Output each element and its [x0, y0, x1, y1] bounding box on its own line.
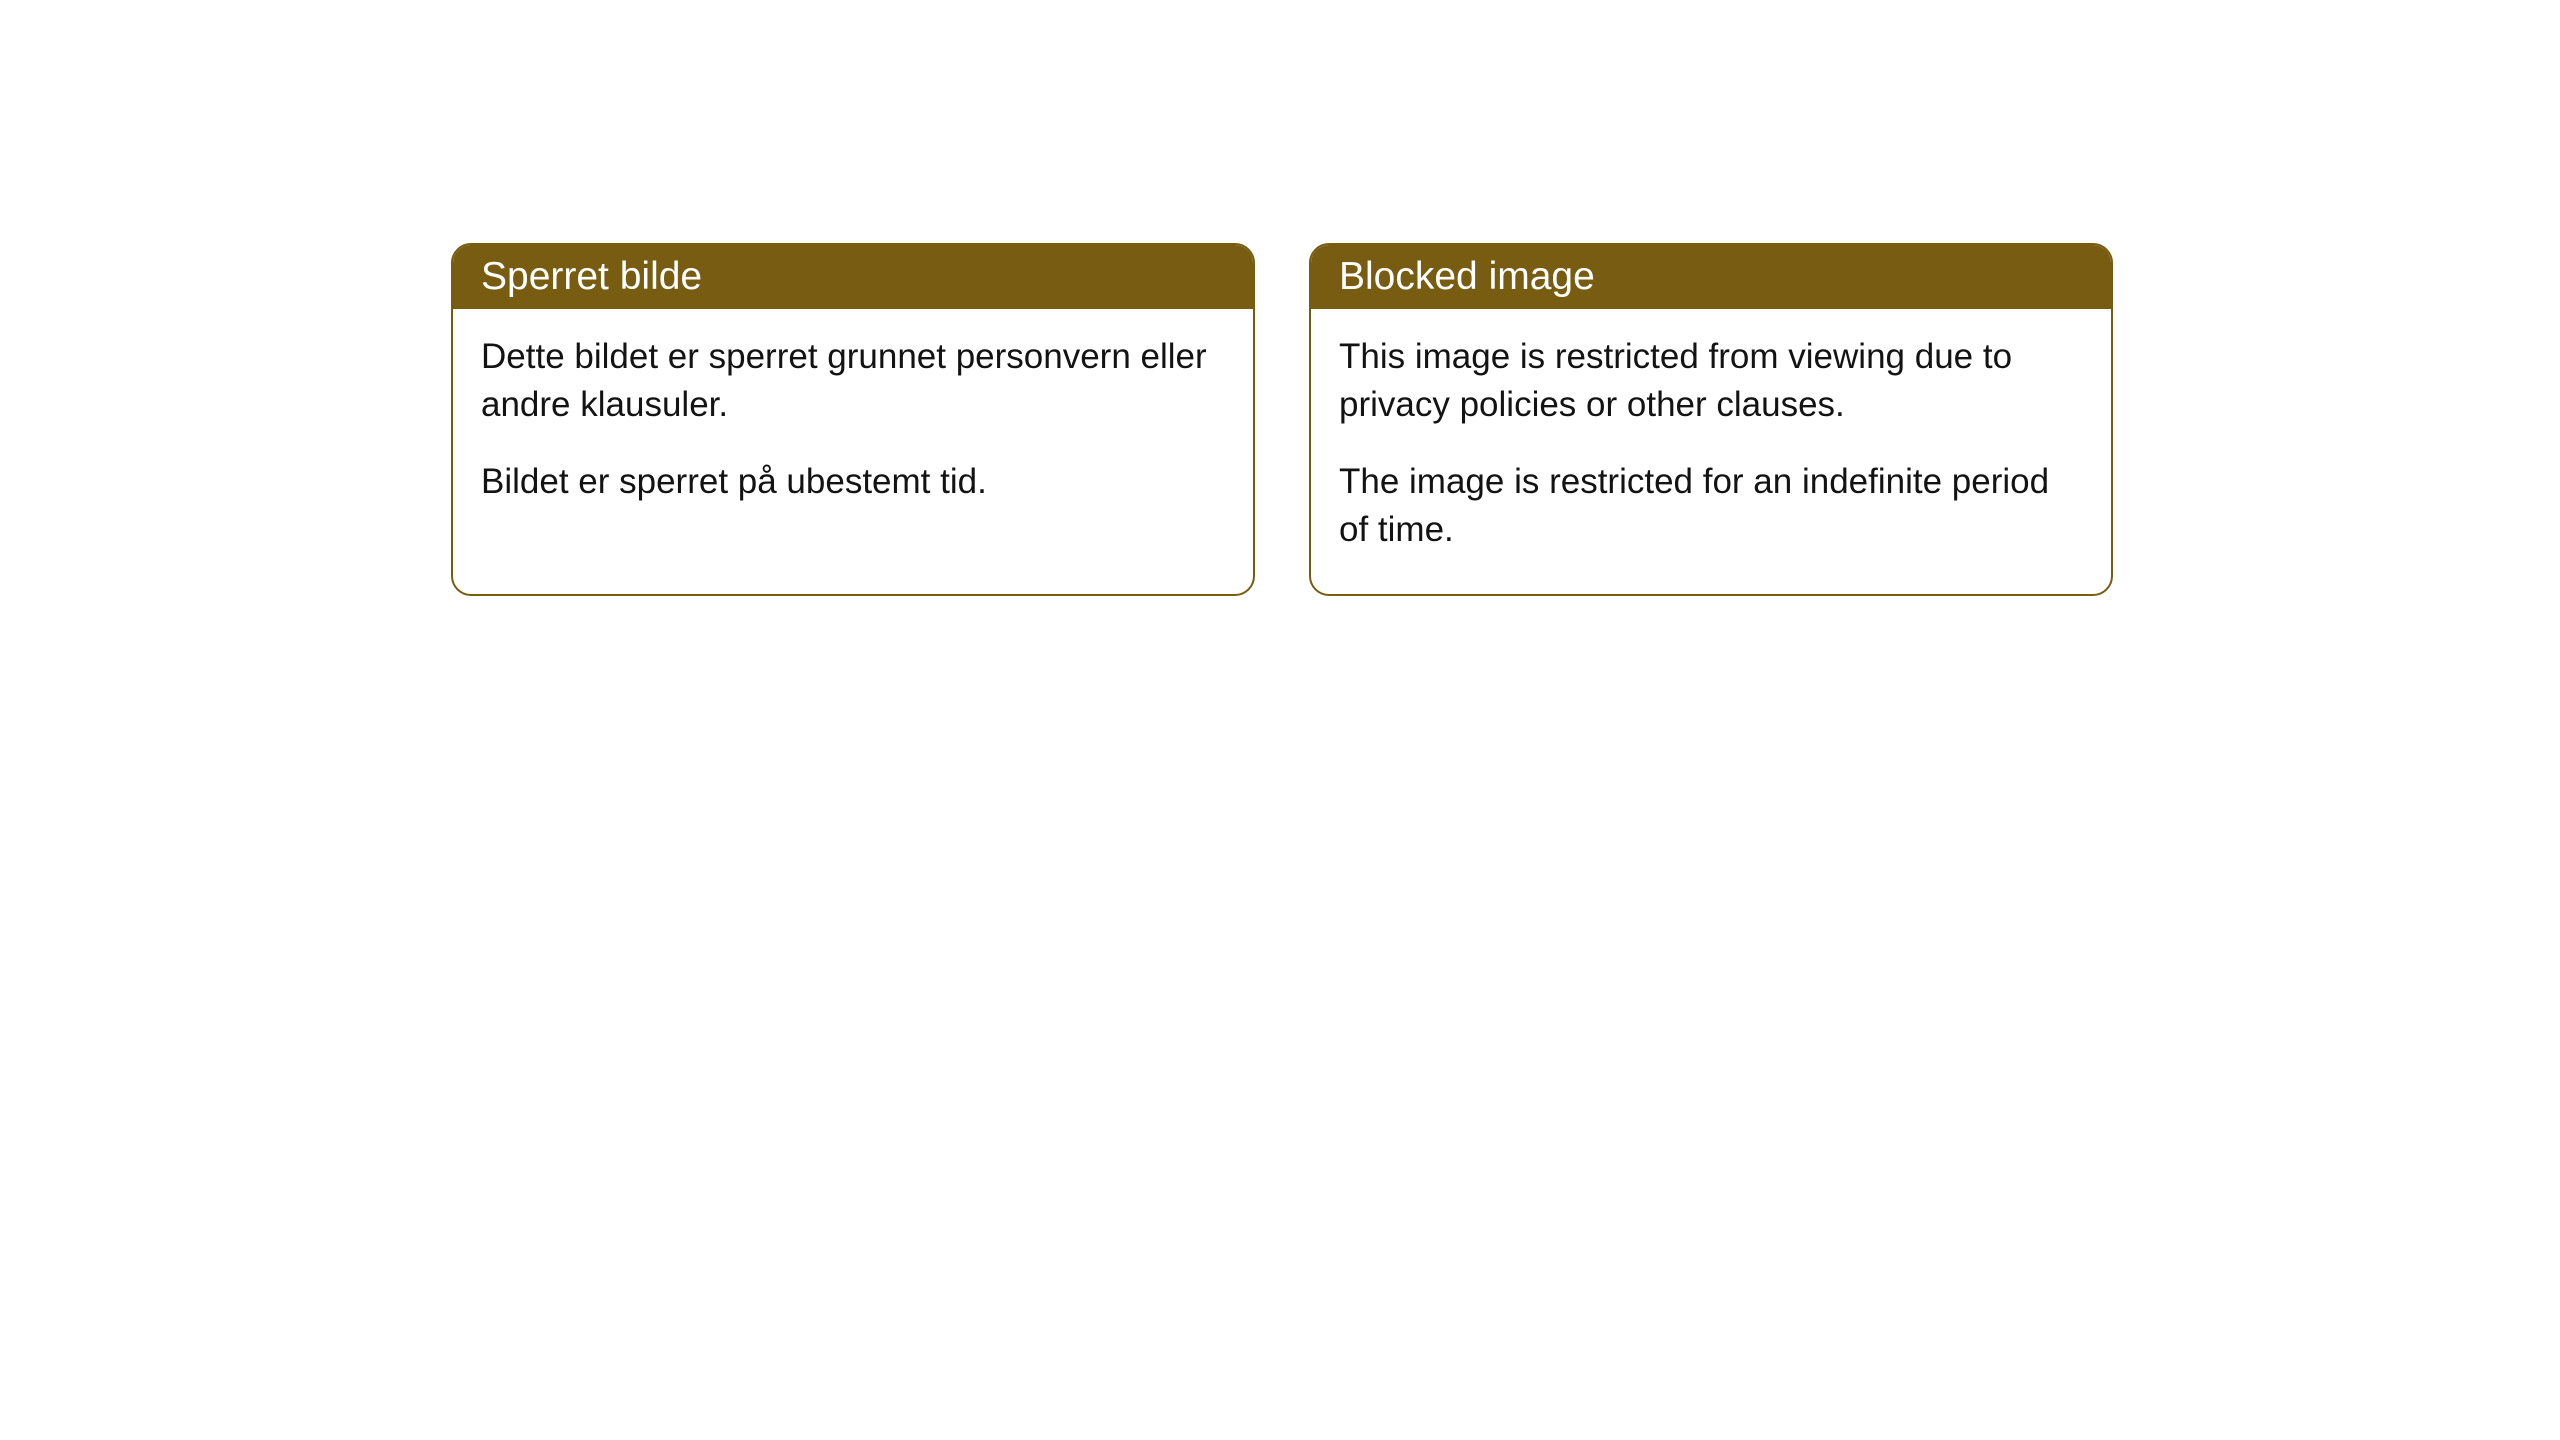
card-paragraph: This image is restricted from viewing du… — [1339, 333, 2083, 430]
card-header: Sperret bilde — [453, 245, 1253, 309]
card-title: Blocked image — [1339, 255, 1595, 298]
card-body: Dette bildet er sperret grunnet personve… — [453, 309, 1253, 546]
card-header: Blocked image — [1311, 245, 2111, 309]
notice-card-english: Blocked image This image is restricted f… — [1309, 243, 2113, 596]
card-title: Sperret bilde — [481, 255, 702, 298]
notice-card-norwegian: Sperret bilde Dette bildet er sperret gr… — [451, 243, 1255, 596]
card-paragraph: The image is restricted for an indefinit… — [1339, 458, 2083, 555]
card-paragraph: Dette bildet er sperret grunnet personve… — [481, 333, 1225, 430]
card-paragraph: Bildet er sperret på ubestemt tid. — [481, 458, 1225, 506]
card-body: This image is restricted from viewing du… — [1311, 309, 2111, 594]
notice-cards-container: Sperret bilde Dette bildet er sperret gr… — [451, 243, 2113, 596]
